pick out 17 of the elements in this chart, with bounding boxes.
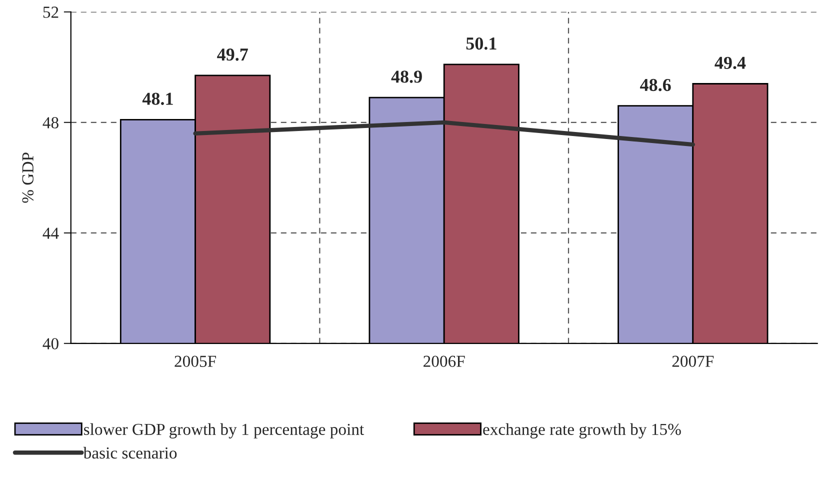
y-tick-label: 48 xyxy=(42,117,58,128)
data-label: 49.7 xyxy=(217,48,248,61)
data-label: 50.1 xyxy=(466,37,496,50)
x-tick-label: 2005F xyxy=(174,356,216,367)
legend-label: basic scenario xyxy=(83,446,177,459)
data-label: 48.1 xyxy=(142,92,173,105)
y-tick-label: 52 xyxy=(43,6,58,18)
x-tick-label: 2006F xyxy=(424,356,465,367)
x-tick-label: 2007F xyxy=(672,356,714,367)
y-axis-title: % GDP xyxy=(22,152,34,203)
data-label: 49.4 xyxy=(714,56,746,70)
y-tick-label: 40 xyxy=(42,338,58,350)
legend-label: slower GDP growth by 1 percentage point xyxy=(84,423,364,438)
legend-label: exchange rate growth by 15% xyxy=(483,423,681,438)
data-label: 48.6 xyxy=(640,78,671,92)
y-tick-label: 44 xyxy=(42,228,59,239)
data-label: 48.9 xyxy=(391,70,422,83)
